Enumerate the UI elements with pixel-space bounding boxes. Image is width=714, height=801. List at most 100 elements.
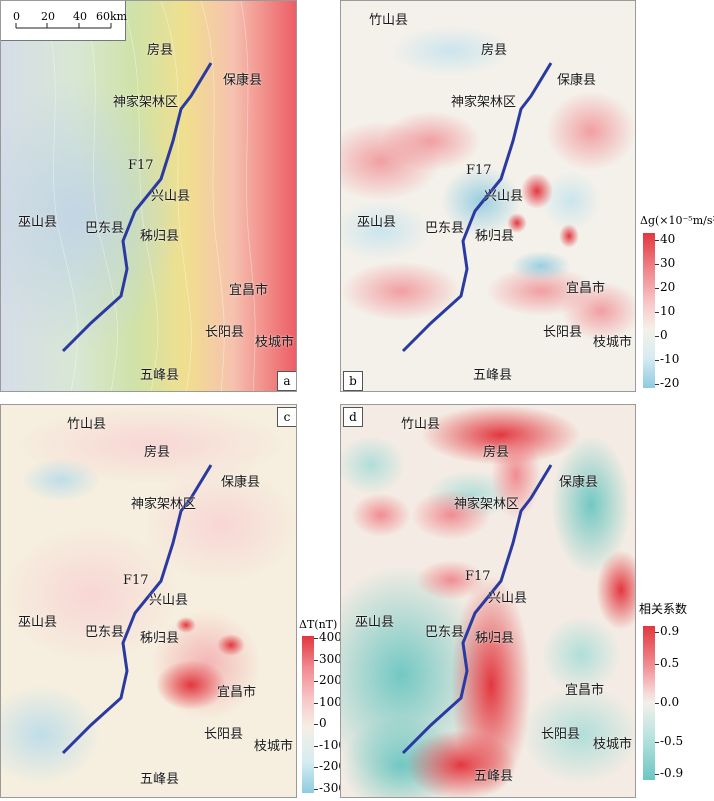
gravity-anomaly-raster	[341, 1, 635, 391]
colorbar-title-magnetic: ΔT(nT)	[299, 618, 338, 631]
panel-letter-c: c	[277, 407, 296, 427]
fault-label-f17: F17	[466, 163, 492, 178]
fault-line-f17	[61, 62, 213, 353]
place-xingshan: 兴山县	[149, 593, 189, 608]
place-baokang: 保康县	[223, 73, 263, 88]
colorbar-tick-mark	[655, 264, 659, 265]
place-zhicheng: 枝城市	[593, 335, 633, 350]
magnetic-anomaly-raster	[1, 405, 296, 797]
colorbar-tick-label: 20	[660, 280, 676, 294]
place-baokang: 保康县	[559, 475, 599, 490]
colorbar-correlation	[643, 626, 655, 780]
scale-tick-40: 40	[73, 10, 87, 23]
panel-c-magnetic-anomaly-map: 竹山县 房县 保康县 神家架林区 F17 兴山县 巫山县 巴东县 秭归县 宜昌市…	[0, 404, 297, 798]
panel-d-correlation-map: 竹山县 房县 保康县 神家架林区 F17 兴山县 巫山县 巴东县 秭归县 宜昌市…	[340, 404, 636, 798]
place-zhicheng: 枝城市	[255, 335, 295, 350]
place-yichang: 宜昌市	[217, 685, 257, 700]
colorbar-tick-mark	[314, 767, 318, 768]
place-baokang: 保康县	[557, 73, 597, 88]
scale-tick-0: 0	[13, 10, 20, 23]
place-xingshan: 兴山县	[151, 189, 191, 204]
panel-letter-a: a	[277, 371, 296, 391]
colorbar-tick-label: 0	[319, 716, 327, 730]
place-changyang: 长阳县	[541, 727, 581, 742]
place-zhicheng: 枝城市	[254, 739, 294, 754]
panel-letter-b: b	[343, 371, 363, 391]
place-shennongjia: 神家架林区	[113, 95, 179, 110]
fault-line-f17	[61, 464, 213, 755]
place-wushan: 巫山县	[355, 615, 395, 630]
place-wushan: 巫山县	[18, 215, 58, 230]
place-badong: 巴东县	[85, 625, 125, 640]
colorbar-tick-mark	[314, 746, 318, 747]
place-zigui: 秭归县	[475, 631, 515, 646]
place-shennongjia: 神家架林区	[454, 497, 520, 512]
colorbar-tick-mark	[655, 664, 659, 665]
colorbar-tick-label: -100	[319, 738, 346, 752]
colorbar-tick-label: 0	[660, 328, 668, 342]
panel-b-gravity-anomaly-map: 竹山县 房县 保康县 神家架林区 F17 兴山县 巫山县 巴东县 秭归县 宜昌市…	[340, 0, 636, 392]
place-fangxian: 房县	[483, 445, 510, 460]
colorbar-tick-label: 10	[660, 304, 676, 318]
colorbar-tick-label: -20	[660, 376, 680, 390]
place-wushan: 巫山县	[18, 615, 58, 630]
place-yichang: 宜昌市	[565, 683, 605, 698]
colorbar-tick-label: 200	[319, 673, 342, 687]
colorbar-tick-label: 100	[319, 695, 342, 709]
colorbar-magnetic	[302, 636, 314, 793]
place-yichang: 宜昌市	[566, 281, 606, 296]
place-zhushan: 竹山县	[401, 417, 441, 432]
place-badong: 巴东县	[425, 221, 465, 236]
colorbar-tick-label: -0.9	[660, 766, 684, 780]
colorbar-title-gravity: Δg(×10⁻⁵m/s²)	[640, 214, 714, 227]
colorbar-tick-mark	[314, 789, 318, 790]
colorbar-tick-label: 400	[319, 630, 342, 644]
place-wushan: 巫山县	[357, 215, 397, 230]
colorbar-tick-label: -0.5	[660, 734, 684, 748]
place-zhushan: 竹山县	[369, 13, 409, 28]
place-shennongjia: 神家架林区	[451, 95, 517, 110]
colorbar-tick-mark	[314, 660, 318, 661]
colorbar-tick-label: 0.0	[660, 695, 680, 709]
fault-line-f17	[401, 62, 553, 353]
place-changyang: 长阳县	[205, 325, 245, 340]
colorbar-tick-mark	[655, 288, 659, 289]
place-wufeng: 五峰县	[473, 368, 513, 383]
place-wufeng: 五峰县	[140, 368, 180, 383]
colorbar-tick-mark	[314, 638, 318, 639]
place-xingshan: 兴山县	[484, 189, 524, 204]
colorbar-tick-mark	[655, 742, 659, 743]
colorbar-tick-label: -10	[660, 352, 680, 366]
colorbar-tick-mark	[314, 724, 318, 725]
colorbar-tick-label: 0.5	[660, 656, 680, 670]
colorbar-tick-mark	[655, 703, 659, 704]
colorbar-tick-mark	[655, 312, 659, 313]
fault-label-f17: F17	[465, 569, 491, 584]
place-fangxian: 房县	[144, 445, 171, 460]
colorbar-tick-mark	[655, 384, 659, 385]
place-wufeng: 五峰县	[474, 769, 514, 784]
colorbar-tick-mark	[655, 774, 659, 775]
place-zhicheng: 枝城市	[593, 737, 633, 752]
correlation-raster	[341, 405, 635, 797]
panel-a-regional-gravity-map: 0 20 40 60km 房县 保康县 神家架林区 F17 兴山县 巫山县 巴东…	[0, 0, 297, 392]
place-baokang: 保康县	[221, 475, 261, 490]
gravity-field-raster	[1, 1, 296, 391]
place-xingshan: 兴山县	[488, 591, 528, 606]
place-zigui: 秭归县	[140, 229, 180, 244]
place-zigui: 秭归县	[140, 631, 180, 646]
place-changyang: 长阳县	[543, 325, 583, 340]
colorbar-tick-label: 30	[660, 256, 676, 270]
scale-tick-60km: 60km	[96, 10, 128, 23]
colorbar-tick-label: 300	[319, 652, 342, 666]
colorbar-tick-mark	[314, 681, 318, 682]
place-badong: 巴东县	[85, 221, 125, 236]
place-shennongjia: 神家架林区	[131, 497, 197, 512]
place-fangxian: 房县	[147, 43, 174, 58]
colorbar-tick-label: -300	[319, 781, 346, 795]
colorbar-tick-mark	[655, 336, 659, 337]
colorbar-gravity	[643, 233, 655, 388]
colorbar-tick-label: -200	[319, 759, 346, 773]
scale-tick-20: 20	[41, 10, 55, 23]
fault-label-f17: F17	[123, 573, 149, 588]
